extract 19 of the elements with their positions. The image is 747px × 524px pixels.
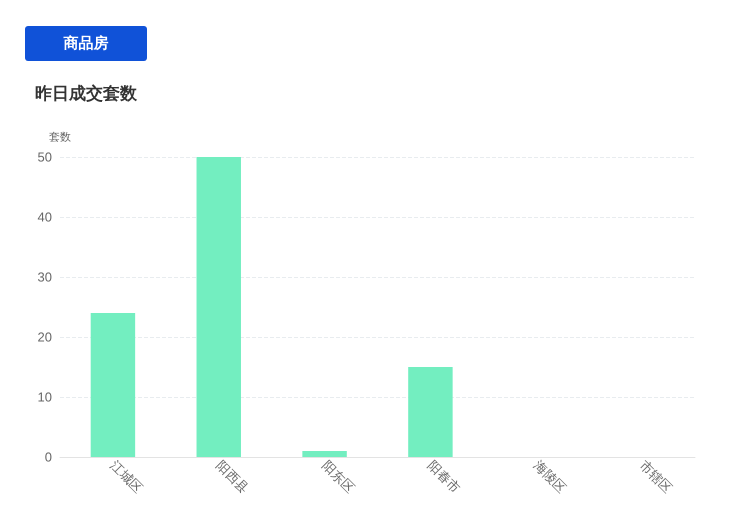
x-tick-label: 阳春市 — [425, 458, 464, 496]
bar — [408, 367, 453, 457]
bar — [302, 451, 347, 457]
y-axis-title: 套数 — [49, 132, 71, 144]
chart-title: 昨日成交套数 — [35, 84, 138, 103]
x-tick-label: 江城区 — [108, 458, 146, 496]
x-tick-label: 海陵区 — [530, 458, 570, 496]
x-tick-label: 阳西县 — [213, 458, 252, 496]
bar — [196, 157, 241, 457]
tab-button: 商品房 — [25, 26, 147, 61]
y-tick-label: 10 — [38, 390, 52, 404]
y-tick-label: 20 — [38, 330, 52, 344]
y-tick-label: 40 — [38, 210, 52, 224]
y-tick-label: 50 — [38, 150, 52, 164]
bar — [90, 313, 136, 457]
y-tick-label: 30 — [38, 270, 52, 284]
x-tick-label: 市辖区 — [636, 458, 675, 496]
x-tick-label: 阳东区 — [319, 458, 358, 496]
y-tick-label: 0 — [44, 450, 52, 464]
